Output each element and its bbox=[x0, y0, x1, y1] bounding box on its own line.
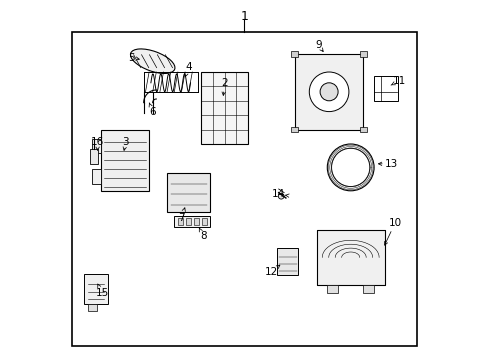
Text: 15: 15 bbox=[96, 288, 109, 298]
Bar bbox=[91, 139, 101, 153]
Text: 2: 2 bbox=[221, 78, 227, 88]
Bar bbox=[88, 304, 97, 311]
Circle shape bbox=[309, 72, 348, 112]
Bar bbox=[101, 130, 149, 191]
Bar bbox=[178, 218, 183, 225]
Text: 16: 16 bbox=[91, 137, 104, 147]
Bar bbox=[174, 216, 210, 227]
Ellipse shape bbox=[130, 49, 175, 73]
Bar bbox=[91, 169, 101, 184]
Bar bbox=[359, 51, 366, 57]
Circle shape bbox=[320, 83, 337, 101]
Text: 6: 6 bbox=[149, 107, 156, 117]
Text: 8: 8 bbox=[200, 231, 206, 241]
Bar bbox=[84, 274, 107, 304]
Bar bbox=[201, 218, 206, 225]
Text: 7: 7 bbox=[178, 213, 184, 223]
Text: 9: 9 bbox=[314, 40, 321, 50]
Text: 10: 10 bbox=[387, 218, 401, 228]
Bar bbox=[294, 54, 363, 130]
Bar bbox=[276, 248, 298, 275]
Text: 14: 14 bbox=[271, 189, 285, 199]
Text: 5: 5 bbox=[127, 53, 134, 63]
Text: 3: 3 bbox=[122, 137, 129, 147]
Bar bbox=[316, 230, 384, 285]
Bar bbox=[193, 218, 199, 225]
Bar bbox=[201, 72, 247, 144]
Text: 11: 11 bbox=[392, 76, 405, 86]
Text: 1: 1 bbox=[240, 10, 248, 23]
Bar bbox=[72, 32, 416, 346]
Bar bbox=[291, 127, 298, 132]
Text: 4: 4 bbox=[185, 62, 192, 72]
Bar bbox=[363, 284, 373, 292]
Bar bbox=[185, 218, 191, 225]
Text: 13: 13 bbox=[384, 159, 397, 169]
Bar bbox=[326, 284, 337, 292]
Bar bbox=[373, 76, 397, 101]
Bar bbox=[89, 149, 98, 164]
Bar bbox=[359, 127, 366, 132]
Bar bbox=[167, 173, 210, 212]
Circle shape bbox=[326, 144, 373, 191]
Circle shape bbox=[331, 148, 369, 186]
Bar bbox=[291, 51, 298, 57]
Circle shape bbox=[278, 193, 284, 199]
Text: 12: 12 bbox=[264, 267, 278, 277]
